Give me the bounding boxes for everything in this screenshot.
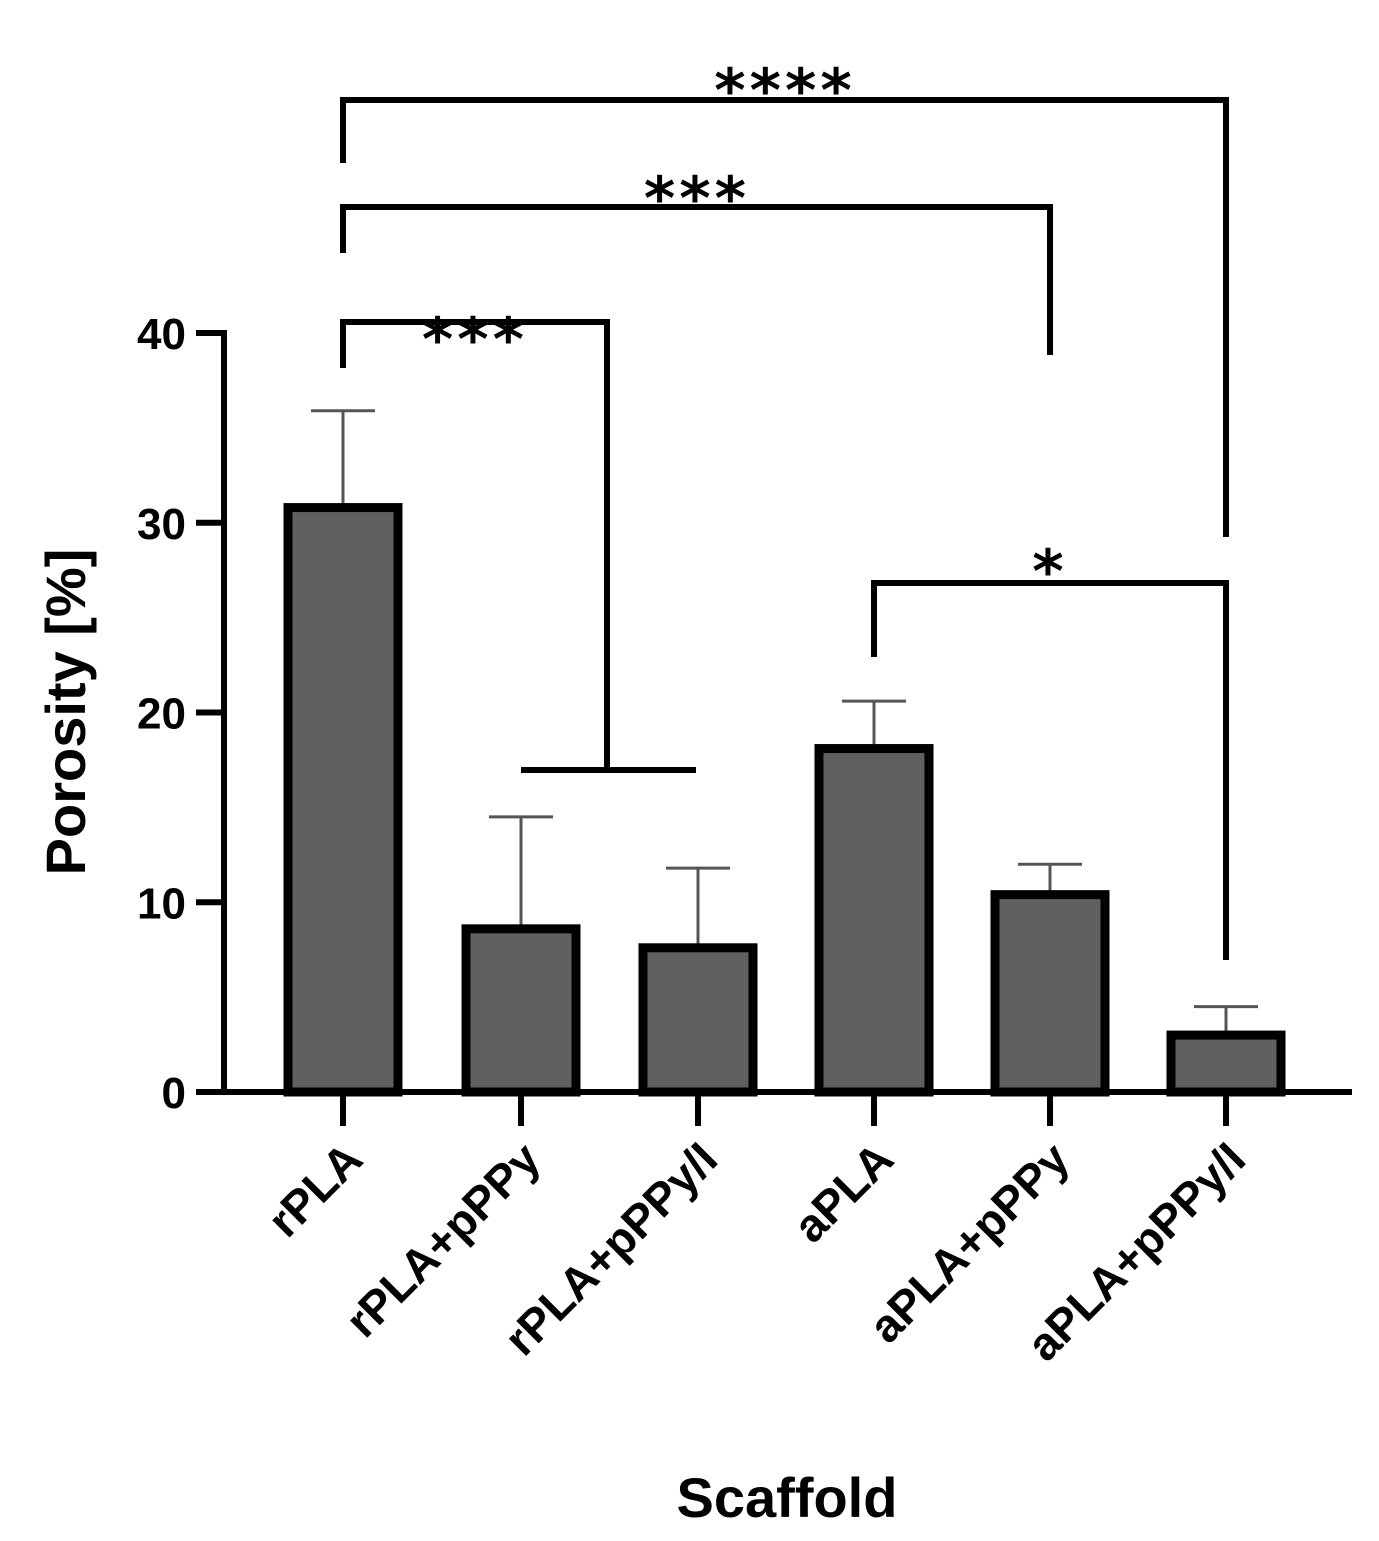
significance-brackets: [340, 97, 1229, 960]
y-tick-label-2: 20: [137, 690, 186, 739]
x-tick-label-0: rPLA: [258, 1132, 372, 1246]
significance-label-1: ***: [644, 164, 750, 234]
y-tick-label-0: 0: [162, 1069, 186, 1118]
bar-1: [461, 924, 581, 1097]
x-tick-label-3: aPLA: [783, 1132, 903, 1252]
bar-4: [990, 890, 1110, 1097]
bar-3: [814, 744, 934, 1097]
axes: [196, 330, 1352, 1126]
significance-bracket-0: [340, 319, 696, 773]
significance-label-0: ***: [422, 305, 528, 375]
bars: [283, 503, 1286, 1097]
y-axis-title: Porosity [%]: [34, 549, 97, 876]
significance-bracket-3: [871, 580, 1229, 960]
bar-2: [638, 943, 758, 1097]
significance-label-2: ****: [714, 56, 856, 126]
significance-bracket-2: [340, 97, 1229, 537]
y-tick-label-3: 30: [137, 500, 186, 549]
bar-0: [283, 503, 403, 1097]
y-tick-label-1: 10: [137, 879, 186, 928]
x-axis-title: Scaffold: [677, 1466, 898, 1529]
significance-bracket-1: [340, 204, 1053, 355]
bar-5: [1166, 1030, 1286, 1097]
y-tick-label-4: 40: [137, 310, 186, 359]
error-bars: [311, 409, 1258, 1036]
significance-label-3: *: [1032, 537, 1067, 607]
